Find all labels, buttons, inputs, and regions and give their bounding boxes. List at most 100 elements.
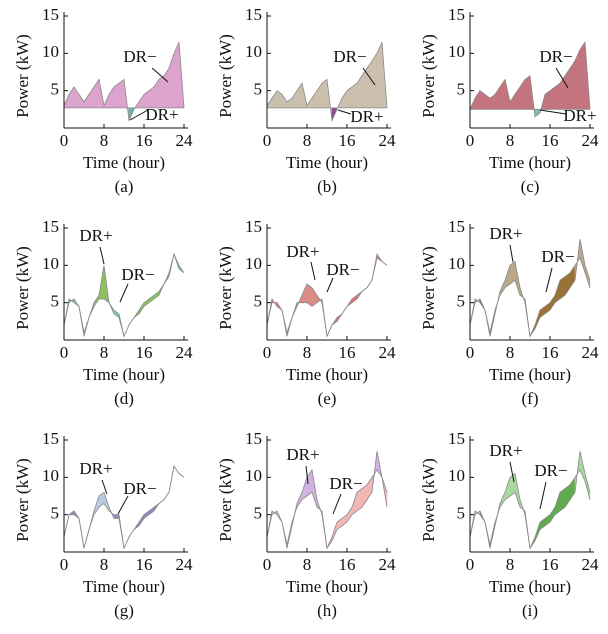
band-segment	[356, 75, 363, 109]
load-line	[63, 41, 185, 123]
caption: (h)	[317, 601, 337, 620]
band-segment	[148, 506, 155, 516]
y-tick-label: 15	[448, 429, 465, 448]
x-tick-label: 0	[466, 131, 475, 150]
x-tick-label: 0	[263, 131, 272, 150]
x-tick-label: 16	[339, 131, 356, 150]
x-axis-label: Time (hour)	[489, 153, 571, 172]
band-segment	[519, 78, 526, 110]
y-tick-label: 5	[51, 80, 60, 99]
annotation: DR+	[350, 107, 383, 126]
band-segment	[371, 52, 378, 109]
x-axis-label: Time (hour)	[286, 577, 368, 596]
annotation-leader	[539, 481, 547, 510]
band-segment	[499, 78, 506, 110]
band-segment	[276, 90, 283, 109]
panel: 5 10 15 0 8 16 24 Time (hour) Power (kW) (g) DR− DR…	[13, 429, 193, 620]
band-segment	[153, 291, 160, 300]
band-segment	[579, 41, 586, 110]
x-tick-label: 24	[176, 555, 194, 574]
annotation: DR+	[489, 224, 522, 243]
y-tick-label: 10	[448, 254, 465, 273]
caption: (b)	[317, 177, 337, 196]
annotation: DR+	[79, 226, 112, 245]
y-tick-label: 15	[42, 217, 59, 236]
band-segment	[554, 82, 561, 110]
load-line	[63, 252, 185, 338]
annotation-leader	[101, 479, 108, 495]
y-tick-label: 10	[42, 466, 59, 485]
x-tick-label: 16	[542, 131, 559, 150]
x-axis-label: Time (hour)	[83, 577, 165, 596]
x-tick-label: 0	[60, 131, 69, 150]
caption: (f)	[522, 389, 539, 408]
x-tick-label: 24	[379, 555, 397, 574]
y-tick-label: 5	[457, 292, 466, 311]
annotation-leader	[151, 67, 169, 83]
load-line	[266, 451, 388, 550]
panel: 5 10 15 0 8 16 24 Time (hour) Power (kW) (f) DR− DR…	[419, 217, 599, 408]
x-tick-label: 0	[60, 343, 69, 362]
caption: (e)	[318, 389, 337, 408]
x-tick-label: 0	[263, 555, 272, 574]
load-line	[469, 239, 591, 338]
annotation: DR−	[326, 260, 359, 279]
panel: 5 10 15 0 8 16 24 Time (hour) Power (kW) (a) DR− DR…	[13, 5, 193, 196]
annotation-leader	[362, 67, 376, 86]
annotation: DR−	[539, 47, 572, 66]
x-axis-label: Time (hour)	[83, 153, 165, 172]
annotation: DR+	[79, 459, 112, 478]
band-segment	[148, 294, 155, 304]
annotation: DR+	[145, 105, 178, 124]
x-tick-label: 16	[136, 343, 153, 362]
load-line	[266, 257, 388, 338]
annotation-leader	[539, 109, 567, 115]
band-segment	[143, 510, 150, 519]
band-segment	[311, 90, 318, 109]
x-tick-label: 8	[303, 555, 312, 574]
annotation-leader	[129, 109, 149, 121]
y-axis-label: Power (kW)	[216, 34, 235, 118]
y-tick-label: 5	[254, 80, 263, 99]
y-tick-label: 10	[448, 42, 465, 61]
x-tick-label: 8	[100, 131, 109, 150]
band-segment	[524, 75, 531, 110]
caption: (c)	[521, 177, 540, 196]
y-axis-label: Power (kW)	[216, 458, 235, 542]
x-axis-label: Time (hour)	[286, 153, 368, 172]
x-tick-label: 8	[303, 131, 312, 150]
y-tick-label: 5	[457, 80, 466, 99]
annotation-leader	[337, 109, 352, 115]
x-tick-label: 16	[542, 343, 559, 362]
band-segment	[569, 60, 576, 110]
x-tick-label: 16	[136, 555, 153, 574]
annotation-leader	[509, 461, 515, 483]
band-segment	[158, 75, 165, 109]
annotation-leader	[310, 261, 316, 281]
annotation: DR+	[286, 242, 319, 261]
band-segment	[321, 79, 328, 109]
panel: 5 10 15 0 8 16 24 Time (hour) Power (kW) (h) DR− DR…	[216, 429, 396, 620]
x-tick-label: 0	[466, 343, 475, 362]
band-segment	[534, 109, 541, 118]
y-tick-label: 5	[51, 292, 60, 311]
y-tick-label: 10	[42, 42, 59, 61]
annotation: DR−	[541, 247, 574, 266]
annotation: DR+	[286, 445, 319, 464]
y-axis-label: Power (kW)	[216, 246, 235, 330]
x-tick-label: 24	[379, 343, 397, 362]
x-tick-label: 8	[100, 343, 109, 362]
band-segment	[271, 90, 278, 109]
band-segment	[351, 82, 358, 109]
band-segment	[341, 90, 348, 109]
y-tick-label: 10	[448, 466, 465, 485]
x-tick-label: 24	[582, 131, 600, 150]
band-segment	[113, 309, 120, 318]
y-tick-label: 10	[245, 42, 262, 61]
annotation: DR−	[123, 479, 156, 498]
y-tick-label: 15	[245, 217, 262, 236]
band-segment	[118, 79, 125, 109]
x-tick-label: 24	[176, 131, 194, 150]
y-axis-label: Power (kW)	[419, 34, 438, 118]
